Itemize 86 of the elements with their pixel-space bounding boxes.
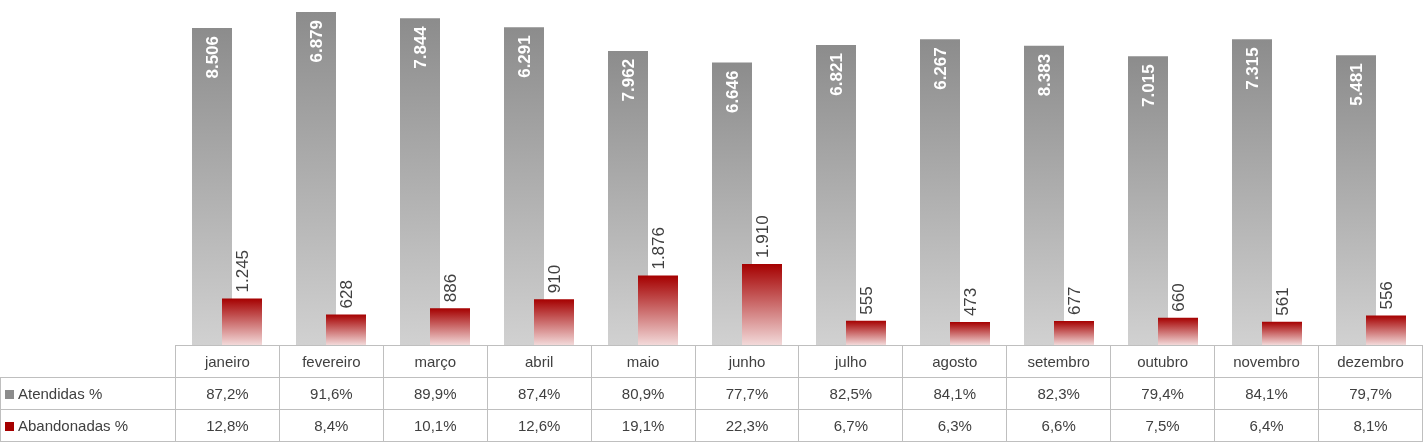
x-tick-label: fevereiro: [279, 345, 384, 378]
annotation: 660: [1168, 283, 1188, 312]
bar: [1262, 321, 1302, 345]
annotation: 6.821: [826, 53, 846, 96]
x-tick-label: maio: [591, 345, 696, 378]
annotation: 6.291: [514, 35, 534, 78]
annotation: 7.015: [1138, 64, 1158, 107]
data-label: 6,3%: [902, 409, 1007, 442]
annotation: 5.481: [1346, 63, 1366, 106]
bar: [192, 28, 232, 345]
data-label: 8,1%: [1318, 409, 1423, 442]
data-label: 77,7%: [695, 377, 799, 410]
annotation: 6.879: [306, 20, 326, 63]
bar: [742, 263, 782, 345]
data-label: 79,7%: [1318, 377, 1423, 410]
data-label: 8,4%: [279, 409, 384, 442]
annotation: 628: [336, 280, 356, 309]
bar: [504, 27, 544, 345]
bar: [430, 308, 470, 345]
bar: [712, 62, 752, 345]
annotation: 7.315: [1242, 47, 1262, 90]
bar: [296, 12, 336, 345]
x-tick-label: março: [383, 345, 488, 378]
annotation: 6.646: [722, 70, 742, 114]
data-label: 87,4%: [487, 377, 592, 410]
annotation: 473: [960, 287, 980, 317]
x-tick-label: julho: [798, 345, 903, 378]
bar: [222, 298, 262, 345]
bar: [950, 322, 990, 345]
data-label: 22,3%: [695, 409, 799, 442]
bar: [1024, 45, 1064, 345]
data-label: 82,3%: [1006, 377, 1111, 410]
x-tick-label: novembro: [1214, 345, 1319, 378]
data-label: 84,1%: [1214, 377, 1319, 410]
bar: [1054, 321, 1094, 345]
bar: [1158, 317, 1198, 345]
annotation: 7.844: [410, 25, 430, 69]
data-label: 79,4%: [1110, 377, 1215, 410]
bar: [534, 299, 574, 345]
annotation: 886: [440, 273, 460, 303]
annotation: 1.910: [752, 215, 772, 258]
annotation: 1.245: [232, 249, 252, 293]
bar: [326, 314, 366, 345]
bar: [1336, 55, 1376, 345]
data-label: 84,1%: [902, 377, 1007, 410]
data-label: 80,9%: [591, 377, 696, 410]
x-tick-label: setembro: [1006, 345, 1111, 378]
data-label: 19,1%: [591, 409, 696, 442]
data-label: 91,6%: [279, 377, 384, 410]
annotation: 8.383: [1034, 53, 1054, 97]
x-tick-label: outubro: [1110, 345, 1215, 378]
annotation: 6.267: [930, 47, 950, 90]
legend-label: Abandonadas %: [18, 417, 129, 434]
data-label: 6,4%: [1214, 409, 1319, 442]
bar: [1232, 39, 1272, 345]
x-tick-label: agosto: [902, 345, 1007, 378]
bar: [920, 39, 960, 345]
bar: [846, 320, 886, 345]
x-tick-label: abril: [487, 345, 592, 378]
annotation: 1.876: [648, 227, 668, 270]
data-label: 10,1%: [383, 409, 488, 442]
bar: [1366, 315, 1406, 345]
data-label: 87,2%: [175, 377, 280, 410]
annotation: 555: [856, 286, 876, 315]
bar: [638, 275, 678, 345]
x-tick-label: janeiro: [175, 345, 280, 378]
data-label: 82,5%: [798, 377, 903, 410]
data-label: 12,6%: [487, 409, 592, 442]
bar: [400, 18, 440, 345]
annotation: 561: [1272, 287, 1292, 316]
annotation: 910: [544, 264, 564, 294]
data-label: 6,7%: [798, 409, 903, 442]
bar: [816, 45, 856, 345]
data-label: 89,9%: [383, 377, 488, 410]
annotation: 7.962: [618, 58, 638, 102]
data-label: 12,8%: [175, 409, 280, 442]
annotation: 8.506: [202, 36, 222, 79]
data-label: 7,5%: [1110, 409, 1215, 442]
data-label: 6,6%: [1006, 409, 1111, 442]
annotation: 677: [1064, 286, 1084, 316]
x-tick-label: junho: [695, 345, 799, 378]
legend-label: Atendidas %: [18, 385, 103, 402]
bar: [1128, 56, 1168, 345]
x-tick-label: dezembro: [1318, 345, 1423, 378]
annotation: 556: [1376, 281, 1396, 310]
bar: [608, 50, 648, 345]
